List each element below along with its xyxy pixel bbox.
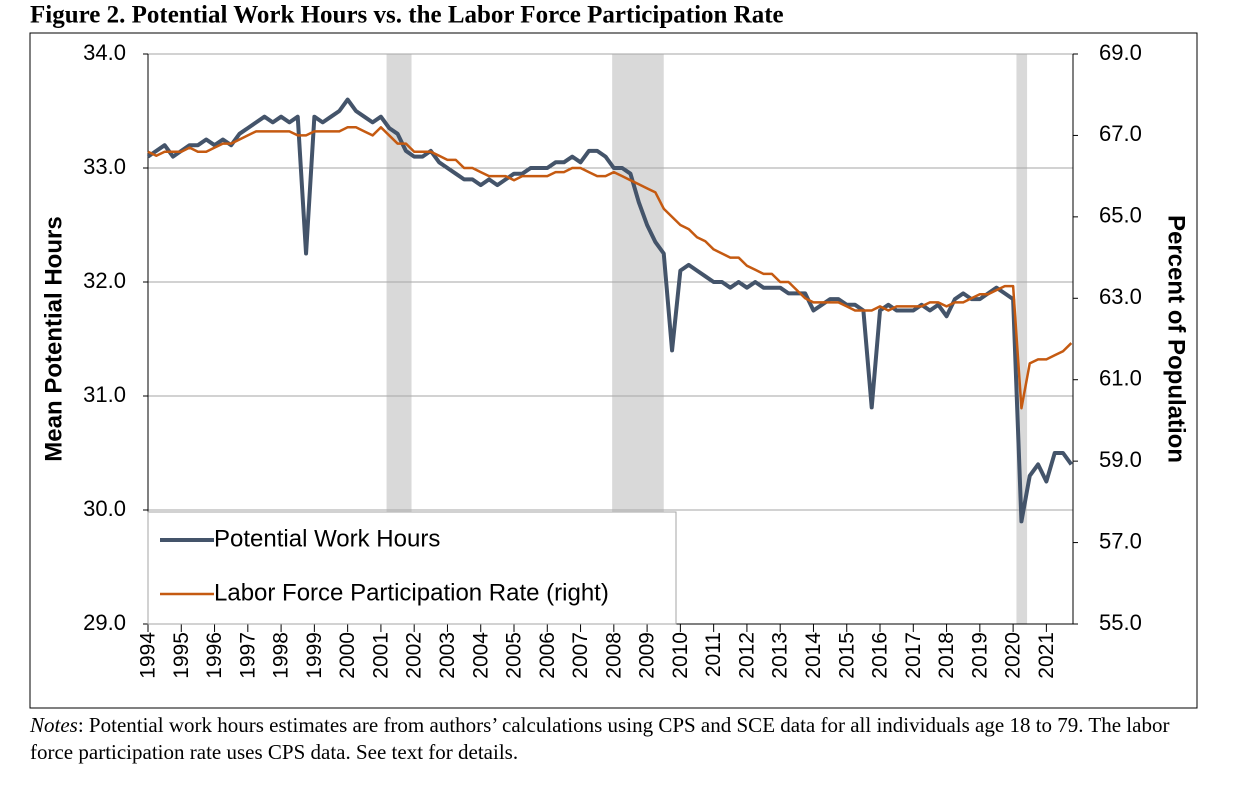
notes-text-cont: force participation rate uses CPS data. … <box>30 740 518 764</box>
x-tick-label: 2006 <box>536 632 559 679</box>
legend-label: Labor Force Participation Rate (right) <box>214 579 609 606</box>
y2-tick-label: 69.0 <box>1099 40 1142 65</box>
y2-tick-label: 67.0 <box>1099 121 1142 146</box>
x-tick-label: 2003 <box>436 632 459 679</box>
y-tick-label: 32.0 <box>83 268 126 293</box>
x-tick-label: 2012 <box>735 632 758 679</box>
x-tick-label: 2007 <box>569 632 592 679</box>
x-tick-label: 2017 <box>902 632 925 679</box>
x-tick-label: 2008 <box>602 632 625 679</box>
x-tick-label: 2013 <box>769 632 792 679</box>
x-tick-label: 2001 <box>369 632 392 679</box>
series-line <box>147 126 1073 410</box>
x-tick-label: 1997 <box>236 632 259 679</box>
y-tick-label: 30.0 <box>83 496 126 521</box>
y2-tick-label: 63.0 <box>1099 284 1142 309</box>
x-tick-label: 1995 <box>170 632 193 679</box>
y2-tick-label: 55.0 <box>1099 610 1142 635</box>
x-tick-label: 1998 <box>270 632 293 679</box>
x-tick-label: 2020 <box>1002 632 1025 679</box>
y2-tick-label: 61.0 <box>1099 366 1142 391</box>
y-tick-label: 34.0 <box>83 40 126 65</box>
x-tick-label: 2014 <box>802 632 825 679</box>
notes: Notes: Potential work hours estimates ar… <box>29 713 1169 764</box>
series-line <box>146 97 1073 524</box>
x-tick-label: 2016 <box>869 632 892 679</box>
y2-tick-label: 59.0 <box>1099 447 1142 472</box>
x-tick-label: 1999 <box>303 632 326 679</box>
x-tick-label: 2011 <box>702 632 725 677</box>
x-tick-label: 2009 <box>636 632 659 679</box>
x-tick-label: 2019 <box>968 632 991 679</box>
x-tick-label: 1996 <box>203 632 226 679</box>
x-tick-label: 2021 <box>1035 632 1058 679</box>
y2-tick-label: 65.0 <box>1099 203 1142 228</box>
notes-text: : Potential work hours estimates are fro… <box>78 713 1170 737</box>
notes-label: Notes <box>29 713 78 737</box>
x-tick-label: 2005 <box>503 632 526 679</box>
legend-label: Potential Work Hours <box>214 525 440 552</box>
legend-box <box>147 511 677 625</box>
x-tick-label: 1994 <box>137 632 160 679</box>
y-tick-label: 33.0 <box>83 154 126 179</box>
y-tick-label: 31.0 <box>83 382 126 407</box>
x-tick-label: 2004 <box>469 632 492 679</box>
x-tick-label: 2010 <box>669 632 692 679</box>
x-tick-label: 2018 <box>935 632 958 679</box>
y2-tick-label: 57.0 <box>1099 528 1142 553</box>
y-tick-label: 29.0 <box>83 610 126 635</box>
y2-axis-title: Percent of Population <box>1163 215 1190 463</box>
y-axis-title: Mean Potential Hours <box>40 216 67 461</box>
recession-band <box>1016 54 1028 624</box>
frame <box>29 32 1198 709</box>
chart-title: Figure 2. Potential Work Hours vs. the L… <box>30 2 784 29</box>
x-tick-label: 2000 <box>336 632 359 679</box>
x-tick-label: 2015 <box>835 632 858 679</box>
x-tick-label: 2002 <box>403 632 426 679</box>
